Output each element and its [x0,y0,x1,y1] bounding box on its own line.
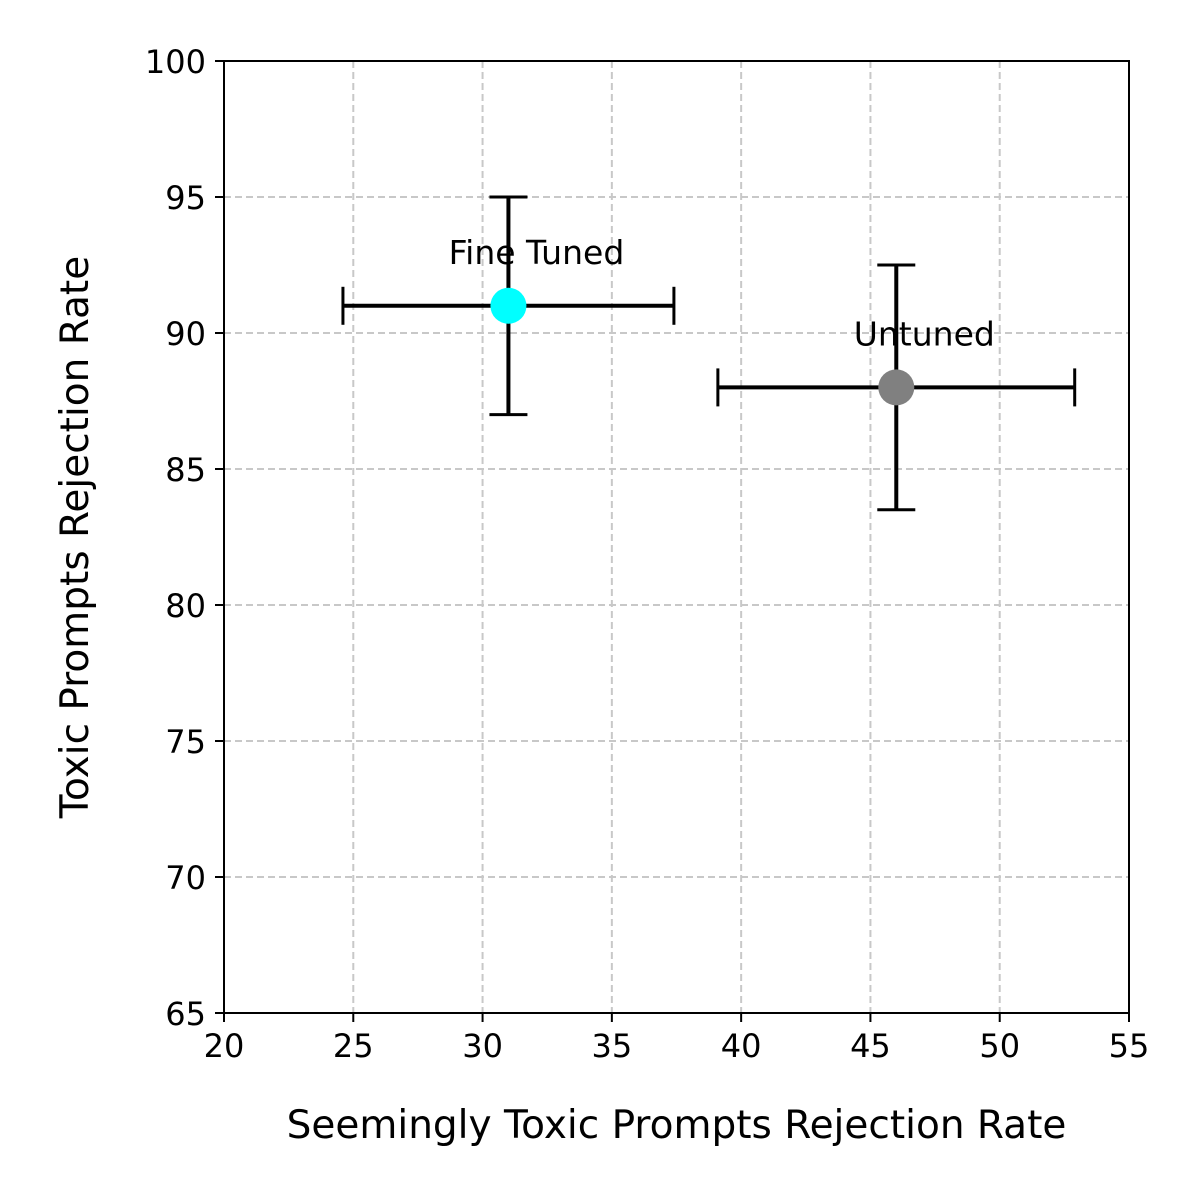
y-tick-label: 80 [165,587,206,625]
point-label: Fine Tuned [449,233,625,272]
x-tick-label: 25 [333,1027,374,1065]
axis-ticks: 20 25 30 35 40 45 50 55 65 70 75 80 85 90 95 100 [145,43,1149,1065]
data-point [490,287,527,324]
y-axis-label: Toxic Prompts Rejection Rate [53,256,98,819]
y-tick-label: 75 [165,723,206,761]
data-point [878,369,915,406]
point-annotations: Fine Tuned Untuned [449,233,995,354]
x-tick-label: 20 [204,1027,245,1065]
x-tick-label: 45 [850,1027,891,1065]
x-tick-label: 40 [721,1027,762,1065]
x-tick-label: 35 [591,1027,632,1065]
data-points [490,287,915,406]
y-tick-label: 90 [165,315,206,353]
x-tick-label: 55 [1109,1027,1150,1065]
x-axis-label: Seemingly Toxic Prompts Rejection Rate [287,1103,1067,1148]
x-tick-label: 50 [979,1027,1020,1065]
y-tick-label: 70 [165,859,206,897]
x-tick-label: 30 [462,1027,503,1065]
plot-area-frame [223,60,1130,1014]
point-label: Untuned [854,314,995,353]
y-tick-label: 95 [165,179,206,217]
y-tick-label: 65 [165,995,206,1033]
y-tick-label: 85 [165,451,206,489]
y-tick-label: 100 [145,43,206,81]
